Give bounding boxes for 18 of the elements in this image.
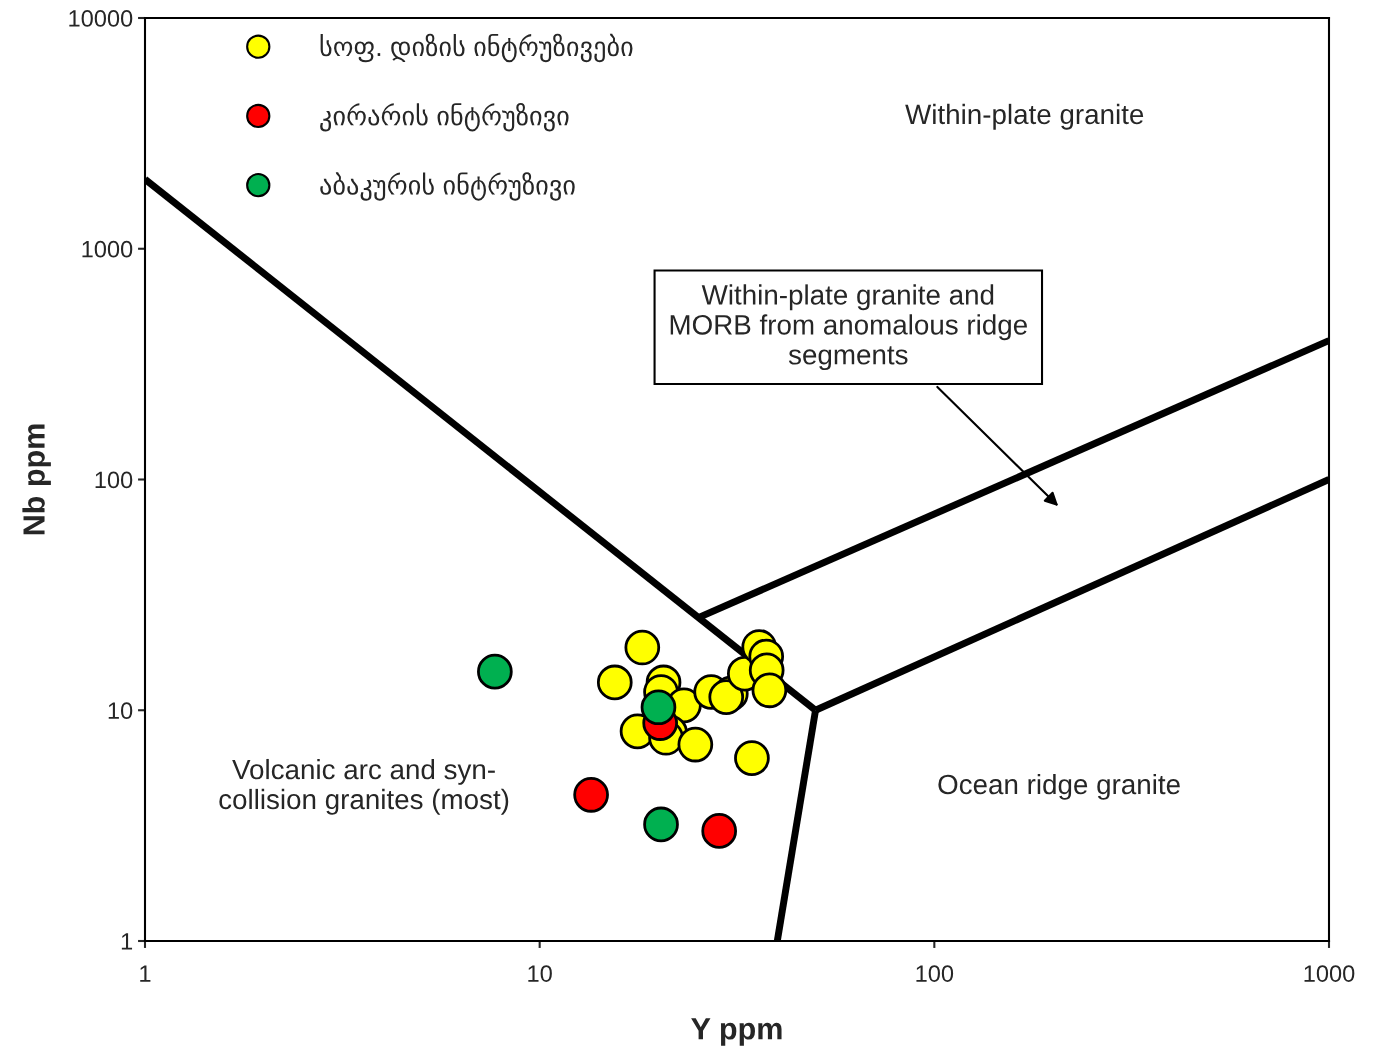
y-tick-label: 100 (95, 471, 133, 489)
annotation: Within-plate granite and MORB from anomalous ridge segments (670, 284, 1027, 371)
y-tick-label: 1000 (82, 240, 133, 258)
annotation: Within-plate granite (905, 103, 1144, 130)
x-tick-label: 1000 (1304, 965, 1355, 982)
x-tick-label: 100 (916, 965, 954, 982)
legend-label: სოფ. დიზის ინტრუზივები (320, 33, 633, 63)
y-tick-label: 10 (108, 702, 133, 720)
x-tick-label: 10 (528, 965, 552, 982)
x-tick-label: 1 (140, 965, 151, 982)
y-tick-label: 10000 (69, 10, 133, 27)
y-axis-title: Nb ppm (22, 424, 51, 535)
legend-label: აბაკურის ინტრუზივი (320, 172, 575, 201)
annotation: Volcanic arc and syn- collision granites (most) (219, 758, 509, 815)
x-axis-title: Y ppm (691, 1018, 782, 1046)
legend-label: კირარის ინტრუზივი (320, 103, 569, 132)
annotation: Ocean ridge granite (938, 773, 1180, 800)
y-tick-label: 1 (121, 933, 133, 950)
